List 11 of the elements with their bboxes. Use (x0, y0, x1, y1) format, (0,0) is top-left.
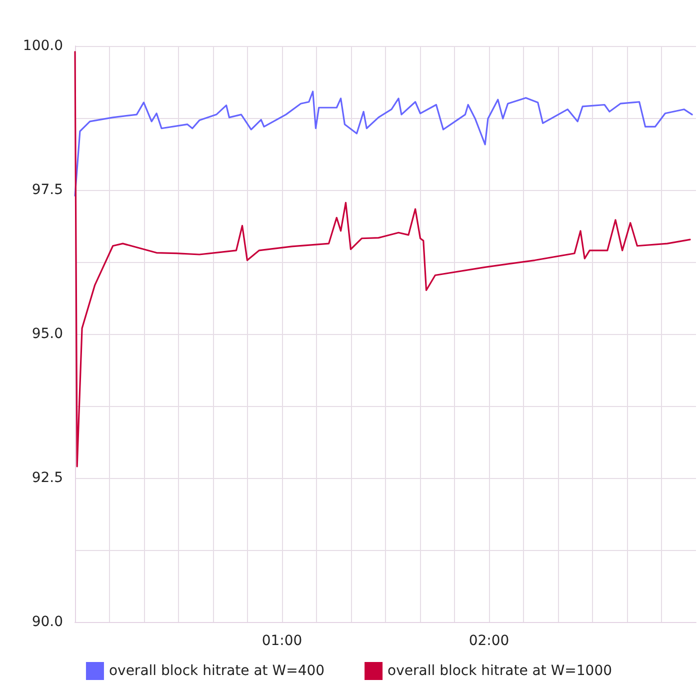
x-tick-label: 01:00 (262, 633, 302, 649)
legend-label: overall block hitrate at W=400 (108, 663, 325, 679)
y-tick-label: 97.5 (32, 182, 63, 198)
y-tick-label: 90.0 (32, 614, 63, 630)
y-tick-label: 100.0 (22, 38, 63, 54)
y-tick-label: 95.0 (32, 326, 63, 342)
x-tick-label: 02:00 (468, 633, 510, 649)
line-series (74, 50, 691, 468)
legend-label: overall block hitrate at W=1000 (388, 663, 612, 679)
line-series (74, 90, 693, 197)
y-tick-label: 92.5 (32, 470, 63, 486)
